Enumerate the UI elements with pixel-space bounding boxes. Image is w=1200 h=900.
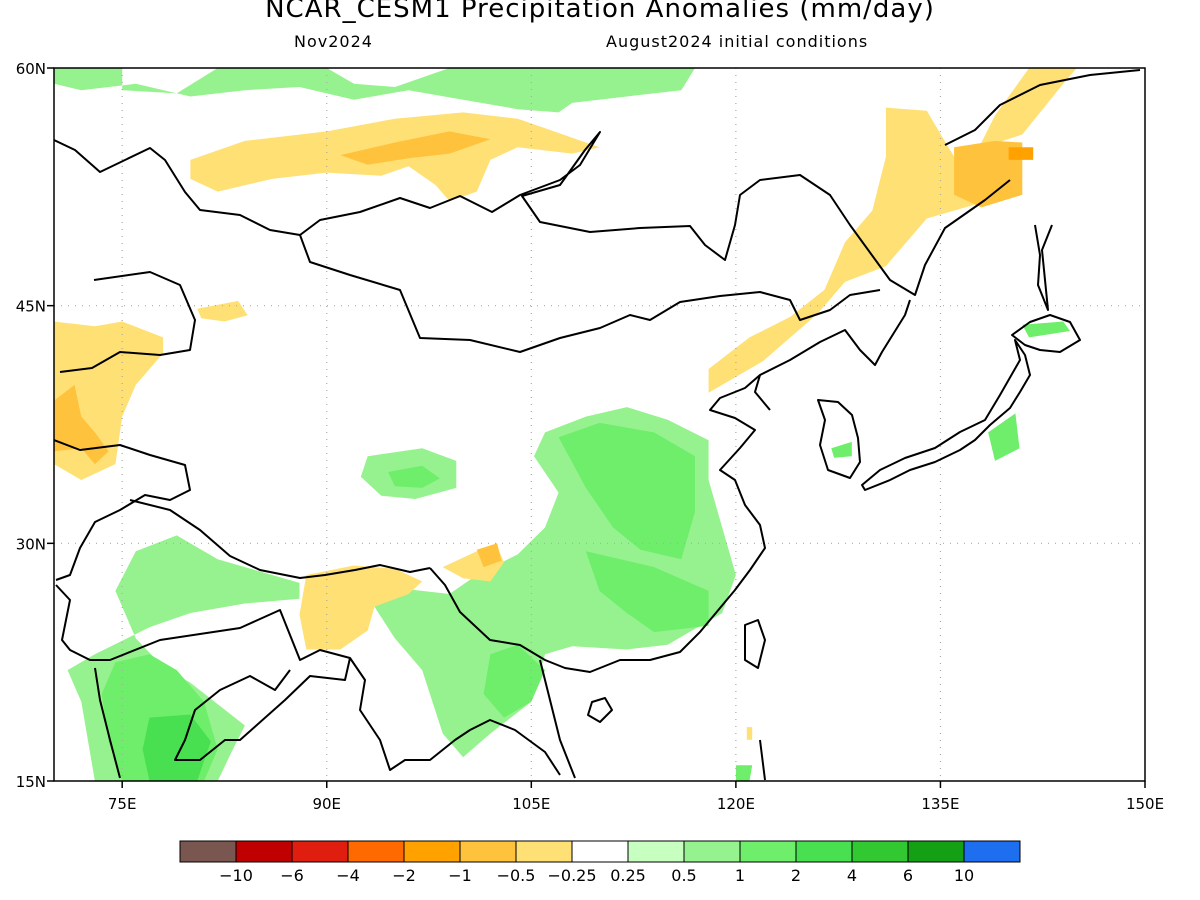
colorbar-label: 10 [954,866,974,885]
axis-labels: 15N 30N 45N 60N 75E 90E 105E 120E 135E 150E [16,60,1164,813]
colorbar-swatch [851,840,909,863]
colorbar-swatch [907,840,965,863]
anomaly-region-manchuria-dry [708,68,1077,393]
colorbar-swatch [235,840,293,863]
lon-tick-label: 75E [108,795,137,813]
colorbar-swatch [627,840,685,863]
colorbar-swatch [515,840,573,863]
map-title: NCAR_CESM1 Precipitation Anomalies (mm/d… [265,0,935,24]
colorbar-label: 2 [791,866,801,885]
anomaly-region-tibet-wet-core [388,465,440,488]
anomaly-region-kazakh-dry [197,300,248,322]
anomaly-region-india-wet-strong [142,714,211,781]
anomaly-region-okhotsk-dry-core [954,140,1023,208]
lat-tick-label: 15N [16,773,46,791]
init-conditions: August2024 initial conditions [606,32,869,51]
colorbar-label: −2 [392,866,416,885]
colorbar-label: −6 [280,866,304,885]
colorbar-label: −0.25 [547,866,596,885]
colorbar-label: 0.5 [671,866,696,885]
colorbar-label: −0.5 [497,866,536,885]
lat-tick-label: 30N [16,535,46,553]
lon-tick-label: 135E [921,795,959,813]
anomaly-fills [54,68,1077,781]
colorbar: −10 −6 −4 −2 −1 −0.5 −0.25 0.25 0.5 1 2 4 6 10 [179,840,1021,885]
anomaly-region-korea-wet [831,441,852,458]
plot-border [53,67,1146,782]
anomaly-region-siberia-north-wet [54,68,695,113]
colorbar-label: 0.25 [610,866,646,885]
colorbar-label: 6 [903,866,913,885]
coastlines [54,69,1141,781]
lon-tick-label: 90E [312,795,341,813]
map-frame [53,67,1146,782]
anomaly-region-philippine-wet [735,765,753,781]
colorbar-swatch [459,840,517,863]
anomaly-region-south-china-wet-core [585,551,709,633]
anomaly-region-yunnan-dry-core [476,543,502,568]
colorbar-swatch [347,840,405,863]
colorbar-swatch [291,840,349,863]
colorbar-swatch [683,840,741,863]
anomaly-region-mongolia-north-dry-core [340,131,491,165]
anomaly-region-okhotsk-dry-patch [1008,147,1034,160]
colorbar-swatch [795,840,853,863]
anomaly-region-indochina-wet-core [483,644,545,718]
anomaly-region-honshu-wet [988,413,1020,461]
anomaly-region-china-wet-core [558,422,695,560]
colorbar-swatch [739,840,797,863]
colorbar-label: 1 [735,866,745,885]
colorbar-swatch [179,840,237,863]
anomaly-region-bengal-dry [299,565,423,650]
colorbar-swatch [963,840,1021,863]
colorbar-swatch [571,840,629,863]
valid-month: Nov2024 [294,32,373,51]
colorbar-label: −4 [336,866,360,885]
lon-tick-label: 120E [717,795,755,813]
lat-tick-label: 60N [16,60,46,78]
colorbar-swatch [403,840,461,863]
lat-tick-label: 45N [16,298,46,316]
lon-tick-label: 150E [1126,795,1164,813]
anomaly-region-taiwan-dry [746,727,753,740]
colorbar-label: 4 [847,866,857,885]
colorbar-label: −1 [448,866,472,885]
lon-tick-label: 105E [512,795,550,813]
colorbar-label: −10 [219,866,253,885]
anomaly-region-hokkaido-wet [1022,321,1070,338]
